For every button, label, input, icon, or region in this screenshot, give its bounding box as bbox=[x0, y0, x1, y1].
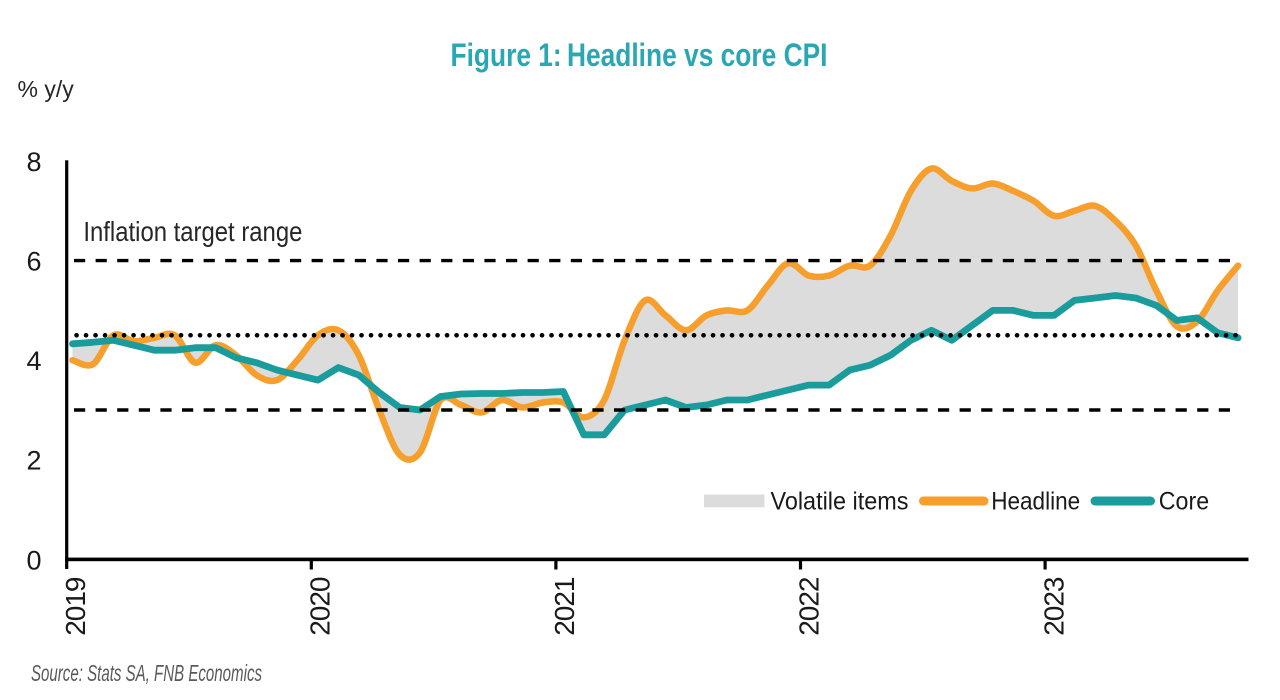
svg-text:Core: Core bbox=[1159, 488, 1209, 516]
svg-text:0: 0 bbox=[26, 545, 41, 575]
svg-text:Headline: Headline bbox=[991, 488, 1080, 516]
svg-text:Source: Stats SA, FNB Economic: Source: Stats SA, FNB Economics bbox=[31, 660, 262, 686]
svg-text:Figure 1: Headline vs core CPI: Figure 1: Headline vs core CPI bbox=[451, 37, 828, 73]
svg-text:4: 4 bbox=[26, 346, 41, 376]
svg-text:6: 6 bbox=[26, 247, 41, 277]
svg-text:% y/y: % y/y bbox=[18, 76, 75, 102]
svg-text:Inflation target range: Inflation target range bbox=[83, 216, 302, 247]
svg-text:2023: 2023 bbox=[1038, 577, 1069, 636]
svg-text:Volatile items: Volatile items bbox=[771, 488, 909, 516]
svg-text:2019: 2019 bbox=[60, 577, 91, 636]
svg-text:2022: 2022 bbox=[794, 577, 825, 636]
svg-text:2020: 2020 bbox=[305, 577, 336, 636]
svg-text:8: 8 bbox=[26, 147, 41, 177]
svg-text:2021: 2021 bbox=[549, 577, 580, 636]
svg-text:2: 2 bbox=[26, 446, 41, 476]
